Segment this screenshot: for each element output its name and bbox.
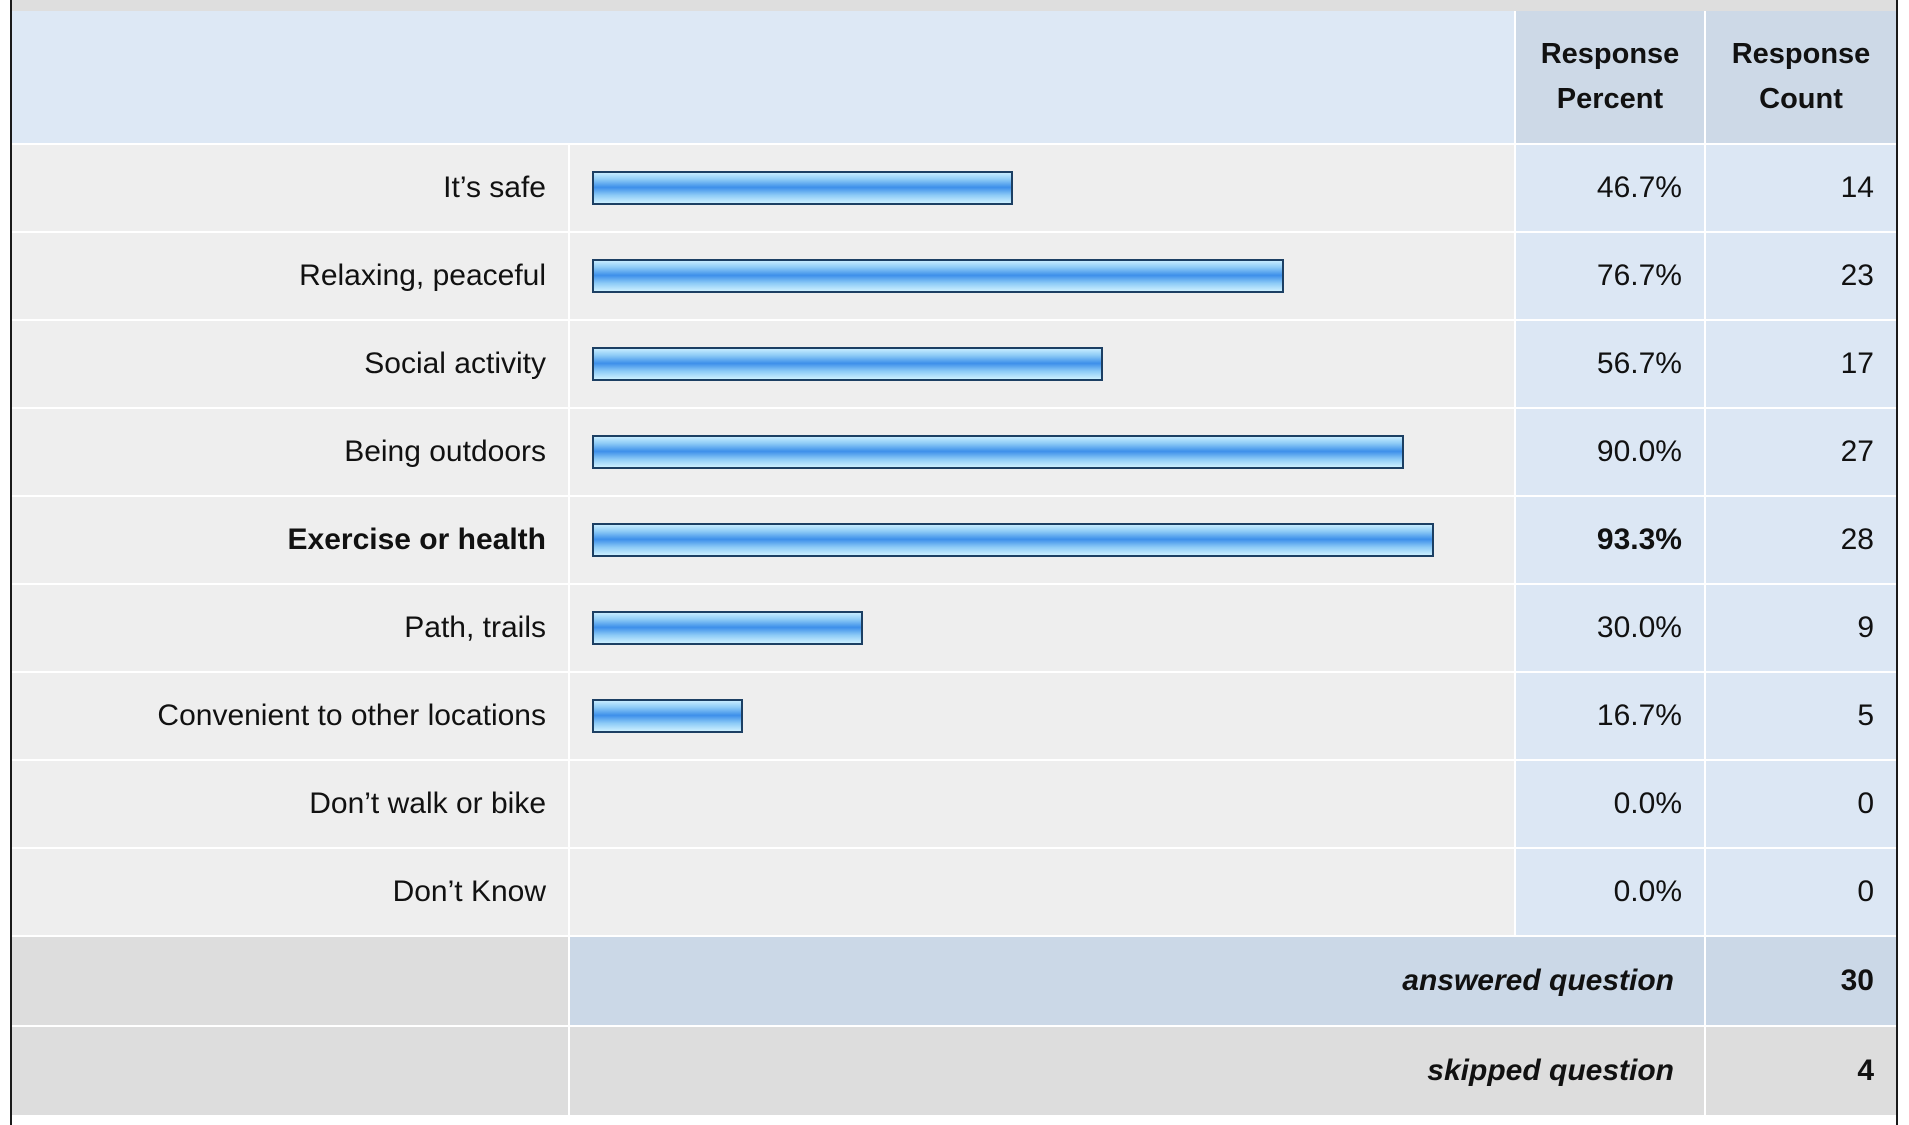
bar-track xyxy=(592,347,1494,381)
response-count: 17 xyxy=(1704,320,1896,409)
answer-row: Being outdoors 90.0% 27 xyxy=(12,408,1896,497)
response-percent-header-line1: Response xyxy=(1540,38,1680,70)
response-bar xyxy=(592,347,1103,381)
response-percent: 76.7% xyxy=(1514,232,1705,321)
bar-track xyxy=(592,699,1494,733)
response-count: 9 xyxy=(1704,584,1896,673)
answered-spacer xyxy=(12,936,569,1027)
answer-row: Convenient to other locations 16.7% 5 xyxy=(12,672,1896,761)
bar-cell xyxy=(568,672,1515,761)
answer-label: Convenient to other locations xyxy=(12,672,569,761)
bar-cell xyxy=(568,408,1515,497)
response-percent: 56.7% xyxy=(1514,320,1705,409)
answer-label: Path, trails xyxy=(12,584,569,673)
answer-row: Exercise or health 93.3% 28 xyxy=(12,496,1896,585)
skipped-question-label: skipped question xyxy=(568,1026,1705,1117)
header-row: Response Percent Response Count xyxy=(12,11,1896,145)
response-bar xyxy=(592,699,743,733)
bar-cell xyxy=(568,584,1515,673)
survey-results-frame: Response Percent Response Count It’s saf… xyxy=(10,0,1898,1125)
response-count-header-line2: Count xyxy=(1759,83,1843,115)
answer-row: Don’t walk or bike 0.0% 0 xyxy=(12,760,1896,849)
bar-track xyxy=(592,611,1494,645)
bar-cell xyxy=(568,760,1515,849)
response-bar xyxy=(592,523,1434,557)
response-percent: 30.0% xyxy=(1514,584,1705,673)
bar-track xyxy=(592,875,1494,909)
bar-track xyxy=(592,259,1494,293)
header-blank xyxy=(12,11,1515,145)
answer-row: Don’t Know 0.0% 0 xyxy=(12,848,1896,937)
response-percent: 93.3% xyxy=(1514,496,1705,585)
answer-row: Social activity 56.7% 17 xyxy=(12,320,1896,409)
response-bar xyxy=(592,435,1404,469)
response-bar xyxy=(592,611,863,645)
response-count: 27 xyxy=(1704,408,1896,497)
response-percent-header: Response Percent xyxy=(1514,11,1705,145)
answer-label: Exercise or health xyxy=(12,496,569,585)
response-count-header-line1: Response xyxy=(1731,38,1871,70)
bar-cell xyxy=(568,320,1515,409)
answer-label: Relaxing, peaceful xyxy=(12,232,569,321)
answered-question-value: 30 xyxy=(1704,936,1896,1027)
bar-track xyxy=(592,523,1494,557)
response-count: 28 xyxy=(1704,496,1896,585)
answer-label: Don’t Know xyxy=(12,848,569,937)
response-bar xyxy=(592,171,1013,205)
survey-results-table: Response Percent Response Count It’s saf… xyxy=(12,11,1896,1117)
answered-question-label: answered question xyxy=(568,936,1705,1027)
skipped-question-value: 4 xyxy=(1704,1026,1896,1117)
answered-row: answered question 30 xyxy=(12,936,1896,1027)
response-count-header: Response Count xyxy=(1704,11,1896,145)
bar-track xyxy=(592,435,1494,469)
answer-row: Path, trails 30.0% 9 xyxy=(12,584,1896,673)
response-bar xyxy=(592,259,1284,293)
answer-label: Social activity xyxy=(12,320,569,409)
answer-label: It’s safe xyxy=(12,144,569,233)
response-count: 0 xyxy=(1704,760,1896,849)
bar-cell xyxy=(568,496,1515,585)
response-percent: 0.0% xyxy=(1514,760,1705,849)
response-count: 0 xyxy=(1704,848,1896,937)
answer-label: Don’t walk or bike xyxy=(12,760,569,849)
answer-rows: It’s safe 46.7% 14 Relaxing, peaceful 76.7% 2… xyxy=(12,144,1896,937)
answer-label: Being outdoors xyxy=(12,408,569,497)
bar-track xyxy=(592,171,1494,205)
skipped-row: skipped question 4 xyxy=(12,1026,1896,1117)
bar-cell xyxy=(568,848,1515,937)
response-percent: 46.7% xyxy=(1514,144,1705,233)
skipped-spacer xyxy=(12,1026,569,1117)
response-percent: 16.7% xyxy=(1514,672,1705,761)
answer-row: It’s safe 46.7% 14 xyxy=(12,144,1896,233)
response-percent-header-line2: Percent xyxy=(1556,83,1664,115)
bar-cell xyxy=(568,232,1515,321)
response-percent: 0.0% xyxy=(1514,848,1705,937)
bar-track xyxy=(592,787,1494,821)
response-count: 23 xyxy=(1704,232,1896,321)
answer-row: Relaxing, peaceful 76.7% 23 xyxy=(12,232,1896,321)
response-percent: 90.0% xyxy=(1514,408,1705,497)
response-count: 5 xyxy=(1704,672,1896,761)
bar-cell xyxy=(568,144,1515,233)
response-count: 14 xyxy=(1704,144,1896,233)
